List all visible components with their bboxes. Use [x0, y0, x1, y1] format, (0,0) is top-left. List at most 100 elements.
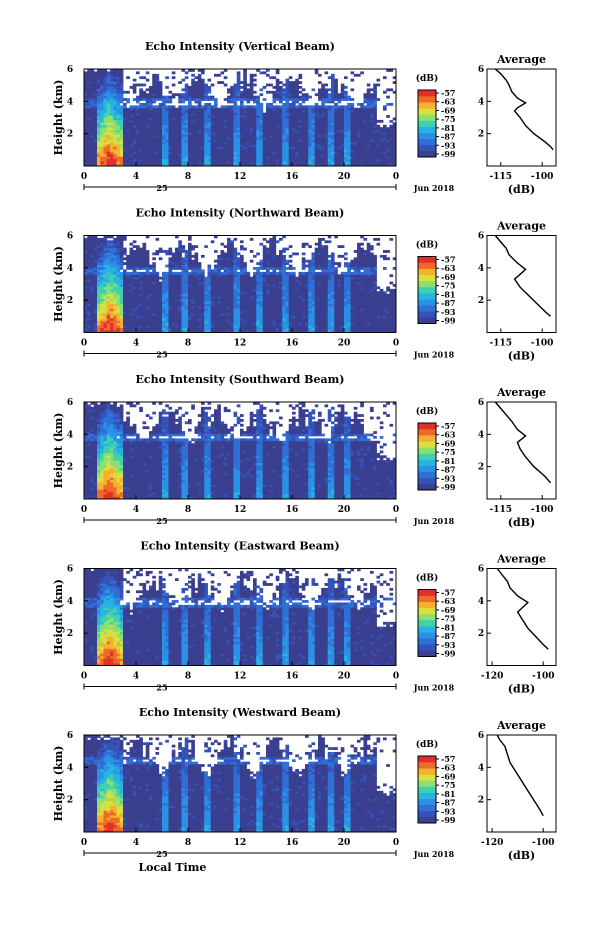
heatmap-cell	[249, 153, 254, 157]
heatmap-cell	[201, 322, 205, 326]
heatmap-cell	[285, 161, 290, 164]
heatmap-cell	[136, 288, 140, 292]
heatmap-cell	[230, 300, 234, 304]
heatmap-cell	[116, 242, 121, 246]
heatmap-cell	[240, 90, 244, 94]
heatmap-cell	[227, 122, 231, 126]
heatmap-cell	[84, 81, 88, 84]
heatmap-cell	[337, 132, 342, 135]
heatmap-cell	[249, 293, 254, 297]
heatmap-cell	[223, 262, 228, 265]
heatmap-cell	[236, 134, 241, 138]
heatmap-cell	[129, 303, 134, 307]
heatmap-cell	[162, 293, 166, 297]
heatmap-cell	[275, 119, 280, 123]
heatmap-cell	[119, 146, 124, 150]
heatmap-cell	[132, 105, 137, 109]
heatmap-cell	[327, 107, 332, 111]
heatmap-cell	[97, 267, 101, 270]
heatmap-cell	[282, 146, 286, 150]
heatmap-cell	[243, 81, 247, 84]
heatmap-cell	[246, 149, 251, 152]
heatmap-cell	[100, 100, 104, 104]
heatmap-cell	[165, 149, 169, 152]
heatmap-cell	[171, 286, 176, 290]
heatmap-cell	[256, 262, 260, 265]
heatmap-cell	[240, 110, 244, 114]
heatmap-cell	[116, 293, 121, 297]
heatmap-cell	[392, 156, 397, 160]
heatmap-cell	[240, 85, 244, 89]
heatmap-cell	[240, 141, 244, 145]
heatmap-cell	[227, 296, 231, 299]
heatmap-cell	[256, 144, 260, 147]
heatmap-cell	[210, 161, 215, 164]
heatmap-cell	[191, 163, 195, 167]
heatmap-cell	[171, 325, 176, 329]
heatmap-cell	[155, 129, 160, 133]
heatmap-cell	[201, 98, 205, 101]
heatmap-cell	[113, 158, 117, 162]
heatmap-cell	[314, 144, 319, 147]
heatmap-cell	[253, 303, 257, 307]
heatmap-cell	[210, 298, 215, 302]
heatmap-cell	[227, 117, 231, 121]
heatmap-cell	[181, 296, 186, 299]
heatmap-cell	[152, 305, 156, 309]
heatmap-cell	[233, 284, 238, 287]
heatmap-cell	[392, 90, 397, 94]
heatmap-cell	[168, 262, 173, 265]
heatmap-cell	[100, 117, 104, 121]
heatmap-cell	[93, 325, 98, 329]
heatmap-cell	[207, 149, 212, 152]
heatmap-cell	[204, 310, 208, 314]
heatmap-cell	[191, 112, 195, 116]
heatmap-cell	[256, 95, 260, 99]
heatmap-cell	[233, 291, 238, 295]
heatmap-cell	[318, 127, 322, 131]
heatmap-cell	[376, 163, 381, 167]
heatmap-cell	[155, 132, 160, 135]
heatmap-cell	[171, 317, 176, 321]
heatmap-cell	[145, 281, 150, 285]
heatmap-cell	[126, 296, 130, 299]
heatmap-cell	[155, 93, 160, 97]
heatmap-cell	[305, 163, 309, 167]
heatmap-cell	[171, 279, 176, 282]
heatmap-cell	[152, 93, 156, 97]
heatmap-cell	[344, 146, 348, 150]
heatmap-cell	[243, 286, 247, 290]
heatmap-cell	[90, 269, 95, 273]
heatmap-cell	[178, 325, 182, 329]
heatmap-cell	[162, 110, 166, 114]
heatmap-cell	[84, 327, 88, 331]
heatmap-cell	[149, 100, 153, 104]
heatmap-cell	[184, 305, 189, 309]
heatmap-cell	[100, 317, 104, 321]
heatmap-cell	[240, 274, 244, 278]
heatmap-cell	[292, 144, 296, 147]
heatmap-cell	[110, 124, 114, 128]
heatmap-cell	[132, 90, 137, 94]
heatmap-cell	[97, 327, 101, 331]
heatmap-cell	[282, 90, 286, 94]
heatmap-cell	[152, 95, 156, 99]
heatmap-cell	[282, 158, 286, 162]
heatmap-cell	[100, 286, 104, 290]
heatmap-cell	[87, 279, 91, 282]
heatmap-cell	[383, 107, 387, 111]
heatmap-cell	[165, 281, 169, 285]
heatmap-cell	[197, 330, 202, 333]
heatmap-cell	[249, 124, 254, 128]
heatmap-cell	[165, 132, 169, 135]
heatmap-cell	[389, 141, 394, 145]
heatmap-cell	[123, 110, 127, 114]
heatmap-cell	[84, 161, 88, 164]
heatmap-cell	[197, 303, 202, 307]
heatmap-cell	[298, 117, 303, 121]
heatmap-cell	[298, 124, 303, 128]
heatmap-cell	[142, 161, 147, 164]
heatmap-cell	[90, 136, 95, 140]
heatmap-cell	[272, 100, 277, 104]
heatmap-cell	[152, 257, 156, 261]
